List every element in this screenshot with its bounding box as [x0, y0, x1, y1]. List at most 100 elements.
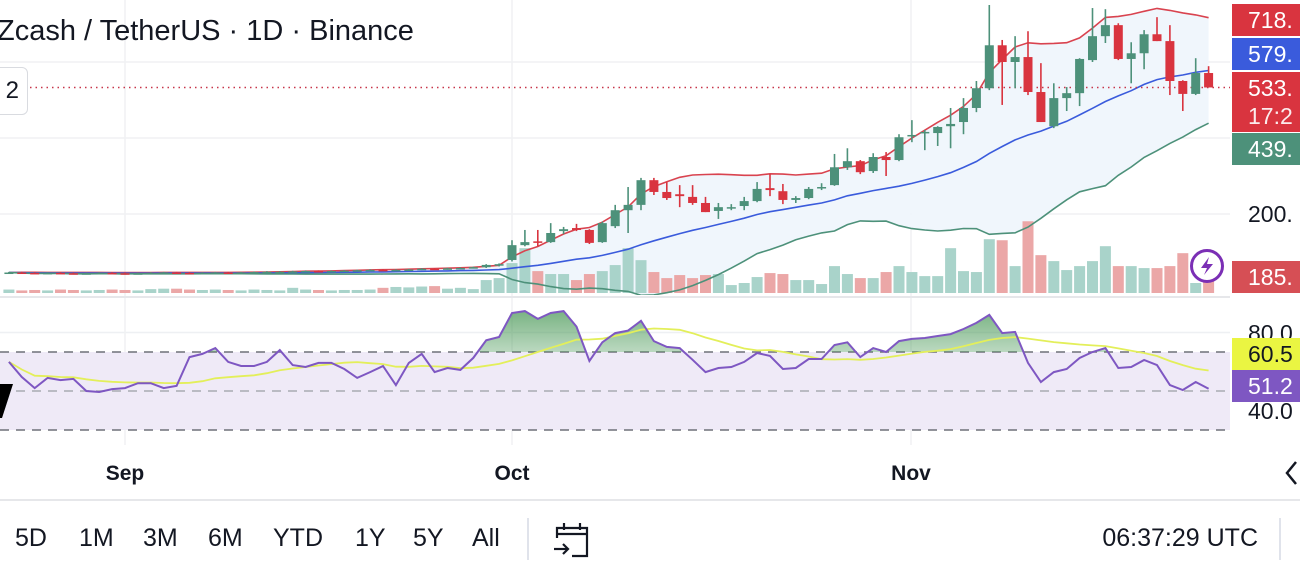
- range-6m-button[interactable]: 6M: [208, 524, 243, 552]
- volume-bar: [1074, 266, 1086, 293]
- volume-bar: [390, 286, 402, 293]
- candle-body: [249, 272, 259, 274]
- candle-body: [752, 188, 762, 202]
- candle: [920, 130, 930, 151]
- candle: [81, 272, 91, 275]
- toolbar-separator-right: [1279, 518, 1281, 560]
- volume-bar: [700, 275, 711, 293]
- candle: [675, 185, 685, 208]
- legend-toggle-button[interactable]: 2: [0, 67, 28, 115]
- volume-bar: [1151, 268, 1163, 293]
- volume-bar: [3, 289, 15, 293]
- candle-body: [907, 134, 917, 137]
- candle: [997, 39, 1007, 105]
- candle: [688, 185, 698, 205]
- candle-body: [17, 272, 27, 275]
- candle: [249, 271, 259, 274]
- candle: [572, 223, 581, 232]
- bar-countdown: 17:2: [1248, 103, 1293, 129]
- candle: [455, 267, 465, 270]
- range-5y-button[interactable]: 5Y: [413, 524, 444, 552]
- candle: [752, 182, 762, 203]
- range-5d-button[interactable]: 5D: [15, 524, 47, 552]
- volume-bar: [480, 280, 492, 293]
- volume-bar: [29, 289, 41, 293]
- candle-body: [971, 88, 981, 108]
- volume-bar: [338, 289, 350, 293]
- range-ytd-button[interactable]: YTD: [273, 524, 323, 552]
- volume-bar: [506, 263, 518, 293]
- candle: [662, 182, 672, 200]
- candle-body: [817, 187, 827, 189]
- collapse-arrow-icon[interactable]: [0, 384, 14, 420]
- candle-body: [610, 210, 620, 227]
- candle-body: [778, 191, 788, 200]
- candle: [881, 152, 891, 176]
- candle-body: [133, 273, 143, 275]
- candle-body: [1165, 41, 1175, 81]
- candle-body: [636, 180, 646, 205]
- volume-bar: [545, 274, 557, 293]
- candle: [1100, 9, 1110, 43]
- candle-body: [726, 207, 736, 209]
- chart-canvas[interactable]: [0, 0, 1230, 500]
- volume-bar: [1190, 283, 1202, 293]
- candle: [185, 272, 194, 275]
- volume-bar: [42, 290, 54, 293]
- volume-bar: [196, 289, 208, 293]
- rsi-pane: [0, 310, 1230, 431]
- candle-body: [546, 233, 556, 243]
- price-axis[interactable]: 718. 579. 533. 17:2 439. 200. 185. 80.0 …: [1230, 0, 1300, 500]
- volume-bar: [635, 260, 647, 293]
- range-3m-button[interactable]: 3M: [143, 524, 178, 552]
- candle-body: [391, 269, 401, 272]
- clock-timezone[interactable]: 06:37:29 UTC: [1102, 524, 1258, 552]
- candle-body: [326, 271, 336, 273]
- lightning-button[interactable]: [1190, 249, 1224, 283]
- goto-date-icon[interactable]: [552, 520, 592, 560]
- volume-bar: [209, 289, 221, 293]
- candle-body: [56, 272, 65, 275]
- candle: [468, 266, 478, 269]
- candle: [1075, 58, 1085, 107]
- volume-bar: [300, 289, 312, 293]
- volume-bar: [983, 239, 995, 293]
- range-all-button[interactable]: All: [472, 524, 500, 552]
- volume-bar: [571, 280, 582, 293]
- candle-body: [107, 272, 117, 275]
- candle: [197, 272, 207, 275]
- range-1m-button[interactable]: 1M: [79, 524, 114, 552]
- candle: [701, 196, 710, 213]
- candle: [275, 271, 285, 274]
- candle-body: [210, 272, 220, 275]
- candle: [830, 153, 839, 186]
- volume-bar: [790, 280, 802, 293]
- candle-body: [30, 272, 40, 275]
- axis-settings-icon[interactable]: [1284, 460, 1300, 486]
- candle: [56, 272, 65, 275]
- candle-body: [365, 269, 375, 272]
- candle-body: [675, 194, 685, 197]
- candle: [791, 196, 801, 203]
- candle-body: [662, 191, 672, 199]
- candle: [172, 271, 182, 275]
- candle-body: [1049, 98, 1059, 127]
- candle: [726, 204, 736, 211]
- candle-body: [172, 272, 182, 275]
- volume-bar: [467, 289, 479, 293]
- volume-bar: [751, 277, 763, 293]
- candle-body: [1088, 36, 1097, 61]
- candle: [133, 272, 143, 275]
- volume-bar: [712, 274, 724, 293]
- volume-bar: [1138, 268, 1150, 293]
- candle: [778, 183, 788, 205]
- range-1y-button[interactable]: 1Y: [355, 524, 386, 552]
- candle-body: [275, 271, 285, 274]
- volume-bar: [1164, 266, 1176, 293]
- candle: [1049, 83, 1059, 129]
- candle: [443, 267, 452, 270]
- candle-body: [494, 264, 504, 266]
- volume-bar: [106, 289, 118, 293]
- volume-bar: [854, 278, 866, 293]
- toolbar-separator: [527, 518, 529, 560]
